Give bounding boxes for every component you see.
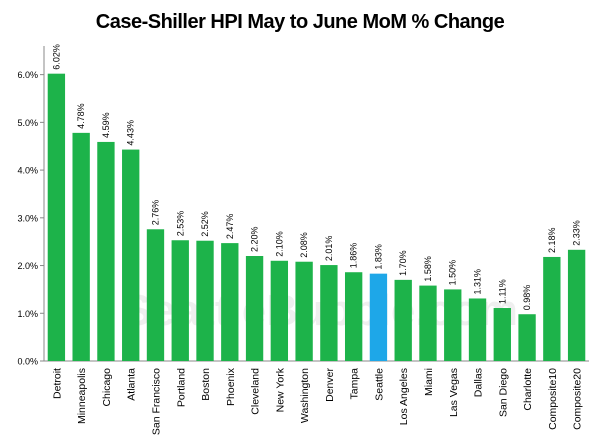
y-tick-label: 2.0% [17, 261, 38, 271]
value-label: 1.83% [373, 244, 383, 270]
x-tick-label: Chicago [101, 368, 113, 407]
value-label: 1.70% [398, 250, 408, 276]
bar [245, 256, 264, 361]
x-tick-label: San Francisco [150, 368, 162, 435]
bar [270, 260, 289, 361]
x-tick-label: Phoenix [225, 367, 237, 406]
x-tick-label: Cleveland [250, 368, 262, 415]
x-tick-label: Boston [200, 368, 212, 401]
x-tick-label: Denver [324, 368, 336, 402]
value-label: 1.50% [448, 260, 458, 286]
bar [72, 132, 90, 361]
x-tick-label: Charlotte [522, 368, 534, 411]
bar [493, 308, 511, 361]
bar [369, 273, 388, 361]
value-label: 4.78% [76, 103, 86, 129]
y-tick-label: 5.0% [17, 118, 38, 128]
x-tick-label: San Diego [497, 368, 509, 417]
x-tick-label: Tampa [349, 368, 361, 400]
bar [196, 240, 214, 361]
value-label: 2.52% [200, 211, 210, 237]
y-tick-label: 1.0% [17, 309, 38, 319]
value-label: 2.47% [225, 214, 235, 240]
value-label: 2.10% [274, 231, 284, 257]
x-tick-label: Minneapolis [76, 368, 88, 424]
bar [320, 265, 338, 361]
chart-title: Case-Shiller HPI May to June MoM % Chang… [96, 11, 505, 33]
x-tick-label: Los Angeles [398, 368, 410, 425]
x-tick-label: Atlanta [126, 368, 138, 401]
x-tick-label: Composite20 [572, 368, 584, 430]
x-tick-label: Detroit [51, 368, 63, 399]
value-label: 6.02% [51, 44, 61, 70]
x-tick-label: Seattle [373, 368, 385, 401]
value-label: 0.98% [522, 285, 532, 311]
x-tick-label: Composite10 [547, 368, 559, 430]
value-label: 2.53% [175, 211, 185, 237]
bar [394, 279, 412, 361]
bar [146, 229, 165, 361]
value-label: 1.58% [423, 256, 433, 282]
x-tick-label: Miami [423, 368, 435, 396]
x-tick-label: New York [274, 367, 286, 412]
value-label: 2.08% [299, 232, 309, 258]
value-label: 1.11% [497, 279, 507, 304]
value-label: 2.01% [324, 236, 334, 262]
bar [419, 285, 437, 361]
y-tick-label: 3.0% [17, 213, 38, 223]
bar [97, 141, 115, 361]
value-label: 2.33% [572, 220, 582, 246]
y-tick-label: 0.0% [17, 357, 38, 367]
bar [47, 73, 66, 361]
x-tick-label: Las Vegas [448, 368, 460, 417]
value-label: 4.59% [101, 112, 111, 138]
y-tick-label: 4.0% [17, 166, 38, 176]
bar [295, 261, 313, 361]
x-tick-label: Portland [175, 368, 187, 407]
y-tick-label: 6.0% [17, 70, 38, 80]
bar [543, 256, 561, 361]
value-label: 4.43% [126, 120, 136, 146]
value-label: 2.76% [150, 200, 160, 226]
value-label: 1.86% [349, 243, 359, 269]
bar [468, 298, 487, 361]
value-label: 1.31% [473, 269, 483, 295]
bar [518, 314, 536, 361]
bar [344, 272, 363, 361]
value-label: 2.18% [547, 227, 557, 253]
x-tick-label: Dallas [473, 368, 485, 397]
value-label: 2.20% [250, 226, 260, 252]
x-tick-label: Washington [299, 368, 311, 423]
bar [221, 243, 239, 361]
bar [444, 289, 462, 361]
bar [122, 149, 140, 361]
bar [171, 240, 189, 361]
bar [567, 249, 586, 361]
